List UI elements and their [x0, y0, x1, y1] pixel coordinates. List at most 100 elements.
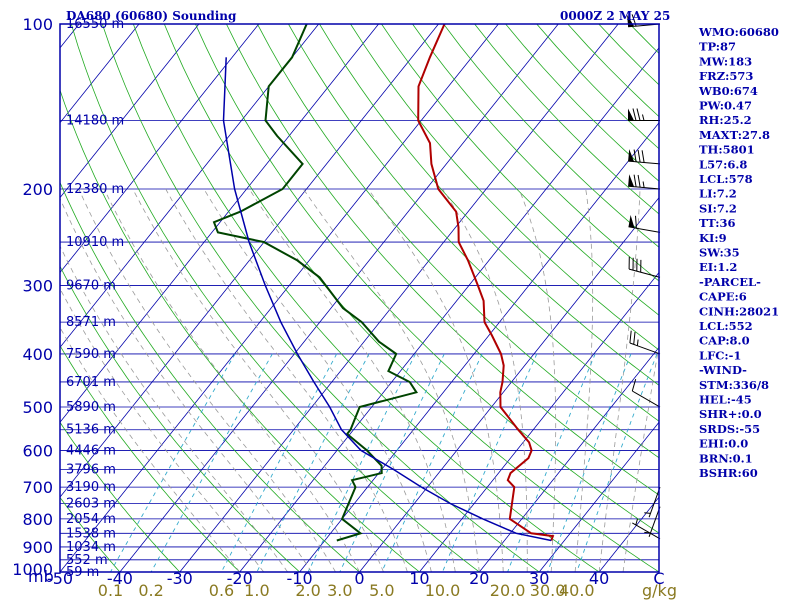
side-panel-line: LCL:552	[699, 319, 753, 333]
temperature-tick-labels: -50 -40 -30 -20 -10 0 10 20 30 40 C	[47, 569, 665, 588]
chart-datetime: 0000Z 2 MAY 25	[560, 9, 670, 23]
height-label: 5890 m	[66, 400, 116, 415]
wind-barb-staff	[628, 268, 661, 278]
wind-barb-half-feather	[636, 339, 639, 346]
temperature-tick-label: 30	[529, 569, 549, 588]
side-panel-line: BRN:0.1	[699, 451, 753, 465]
pressure-axis-label: mb	[28, 567, 54, 586]
mixing-ratio-line	[150, 353, 273, 572]
moist-adiabat-line	[165, 188, 408, 572]
temperature-tick-label: -40	[107, 569, 133, 588]
height-label: 10910 m	[66, 235, 124, 250]
height-label: 6701 m	[66, 375, 116, 390]
mixing-ratio-line	[339, 353, 445, 572]
wind-barb-pennant	[628, 108, 634, 121]
mixing-ratio-label: 0.1	[98, 581, 123, 600]
height-label: 4446 m	[66, 443, 116, 458]
temperature-tick-label: C	[653, 569, 664, 588]
plot-frame	[59, 23, 660, 573]
moist-adiabat-line	[60, 326, 241, 572]
side-panel-line: SW:35	[699, 246, 740, 260]
chart-series	[212, 24, 555, 542]
dry-adiabat-line	[70, 24, 480, 572]
side-panel-line: CINH:28021	[699, 304, 779, 318]
height-label: 3190 m	[66, 480, 116, 495]
side-panel-line: MW:183	[699, 54, 752, 68]
wind-barb-half-feather	[642, 114, 645, 121]
mixing-ratio-label: 20.0	[490, 581, 526, 600]
mixing-ratio-line	[110, 353, 236, 572]
side-panel-line: STM:336/8	[699, 378, 769, 392]
side-panel-line: HEL:-45	[699, 393, 752, 407]
mixing-ratio-line	[442, 353, 538, 572]
wind-barbs	[627, 14, 661, 540]
isotherm-line	[60, 24, 140, 124]
wind-barb-staff	[632, 522, 661, 540]
wind-barb-feather	[637, 149, 641, 163]
pressure-tick-label: 600	[22, 441, 53, 460]
isotherm-line	[60, 24, 379, 423]
pressure-tick-label: 800	[22, 510, 53, 529]
moist-adiabat-line	[302, 188, 480, 572]
dry-adiabat-line	[288, 24, 659, 422]
mixing-ratio-unit: g/kg	[642, 581, 677, 600]
height-label: 16550 m	[66, 17, 124, 32]
pressure-tick-label: 500	[22, 398, 53, 417]
moist-adiabat-line	[103, 188, 360, 572]
height-label: 14180 m	[66, 114, 124, 129]
mixing-ratio-label: 1.0	[244, 581, 269, 600]
isotherm-line	[60, 24, 260, 274]
isotherm-line	[60, 24, 499, 572]
height-labels: 16550 m 14180 m 12380 m 10910 m 9670 m 8571 m…	[66, 17, 124, 580]
moist-adiabat-line	[60, 245, 288, 572]
height-label: 59 m	[66, 565, 99, 580]
isotherm-line	[478, 346, 659, 572]
mixing-ratio-labels: 0.1 0.2 0.6 1.0 2.0 3.0 5.0 10.0 20.0 30.040.0	[98, 581, 595, 600]
side-panel-line: SHR+:0.0	[699, 407, 762, 421]
height-label: 3796 m	[66, 463, 116, 478]
dry-adiabat-line	[443, 24, 659, 248]
wind-barb	[644, 506, 661, 537]
side-panel-line: KI:9	[699, 231, 727, 245]
isotherm-line	[60, 24, 439, 498]
side-panel-line: LCL:578	[699, 172, 753, 186]
side-panel-line: TH:5801	[699, 143, 755, 157]
isotherm-line	[299, 122, 659, 572]
wind-barb-pennant	[628, 149, 635, 162]
temperature-tick-label: 0	[354, 569, 364, 588]
wind-barb-staff	[628, 226, 661, 233]
wind-barb-pennant	[628, 174, 635, 187]
wind-barb-feather	[632, 108, 637, 121]
moist-adiabat-line	[574, 188, 594, 572]
moist-adiabat-line	[60, 287, 265, 572]
dry-adiabat-line	[60, 421, 181, 572]
temperature-tick-label: -20	[227, 569, 253, 588]
side-panel-line: PW:0.47	[699, 99, 752, 113]
wind-barb-half-feather	[642, 181, 645, 188]
mixing-ratio-label: 0.6	[209, 581, 234, 600]
chart-title: DA680 (60680) Sounding	[66, 9, 237, 23]
mixing-ratio-label: 30.0	[530, 581, 566, 600]
dry-adiabat-line	[60, 344, 240, 572]
height-label: 5136 m	[66, 423, 116, 438]
wind-barb-feather	[636, 108, 641, 121]
dry-adiabat-line	[319, 24, 659, 386]
moist-adiabat-line	[60, 197, 312, 572]
moist-adiabat-line	[442, 188, 528, 572]
wind-barb-feather	[633, 174, 637, 187]
wind-barb	[628, 256, 661, 278]
wind-barb-half-feather	[644, 531, 651, 534]
dry-adiabat-line	[60, 88, 420, 572]
isotherm-line	[538, 421, 659, 572]
dry-adiabat-line	[412, 24, 659, 282]
side-panel-line: TT:36	[699, 216, 736, 230]
pressure-tick-label: 700	[22, 478, 53, 497]
side-panel-line: CAP:8.0	[699, 334, 750, 348]
wind-barb	[632, 518, 661, 540]
dry-adiabat-line	[381, 24, 659, 316]
pressure-tick-labels: 100 200 300 400 500 600 700 800 900 1000	[12, 15, 53, 579]
side-panel-line: -PARCEL-	[699, 275, 761, 289]
mixing-ratio-label: 5.0	[369, 581, 394, 600]
